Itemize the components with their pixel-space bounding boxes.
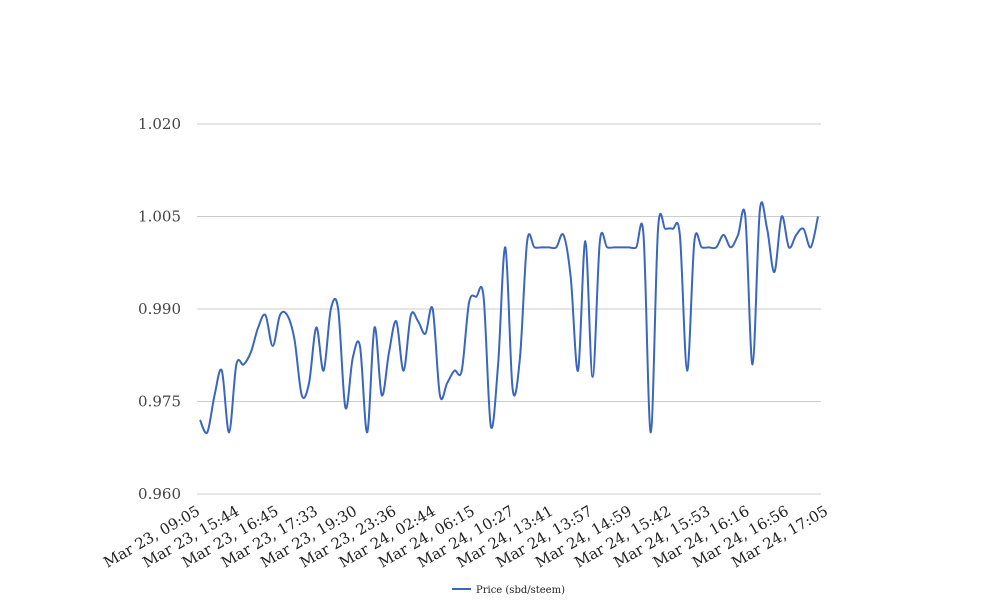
y-tick-label: 0.990 [138,300,181,318]
y-tick-label: 1.020 [138,115,181,133]
legend: Price (sbd/steem) [452,585,565,596]
y-tick-label: 0.975 [138,393,181,411]
y-axis-tick-labels: 1.020 1.005 0.990 0.975 0.960 [138,115,181,503]
y-tick-label: 1.005 [138,208,181,226]
y-tick-label: 0.960 [138,485,181,503]
series-line-price [199,201,819,435]
legend-label: Price (sbd/steem) [476,585,565,596]
series-layer [199,201,819,435]
